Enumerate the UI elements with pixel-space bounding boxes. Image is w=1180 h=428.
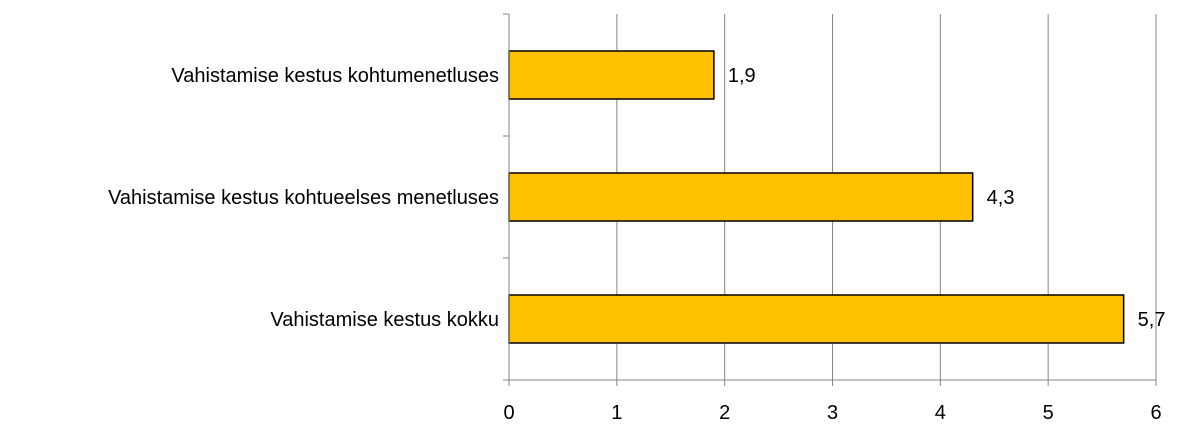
value-label: 5,7 [1138, 309, 1166, 331]
x-tick-label: 3 [827, 402, 838, 424]
bar [508, 172, 974, 222]
value-label: 4,3 [987, 187, 1015, 209]
x-tick-label: 6 [1150, 402, 1161, 424]
category-label: Vahistamise kestus kohtueelses menetluse… [108, 187, 499, 209]
labels: 0 1 2 3 4 5 6 Vahistamise kestus kohtumenetluse… [108, 65, 1165, 424]
x-tick-label: 1 [611, 402, 622, 424]
bar [508, 50, 715, 100]
x-tick-label: 4 [935, 402, 946, 424]
x-tick-label: 0 [503, 402, 514, 424]
x-tick-label: 2 [719, 402, 730, 424]
axes [503, 13, 1157, 386]
category-label: Vahistamise kestus kohtumenetluses [171, 65, 499, 87]
value-label: 1,9 [728, 65, 756, 87]
bar [508, 294, 1125, 344]
category-label: Vahistamise kestus kokku [270, 309, 499, 331]
x-tick-label: 5 [1043, 402, 1054, 424]
bars [508, 50, 1125, 344]
